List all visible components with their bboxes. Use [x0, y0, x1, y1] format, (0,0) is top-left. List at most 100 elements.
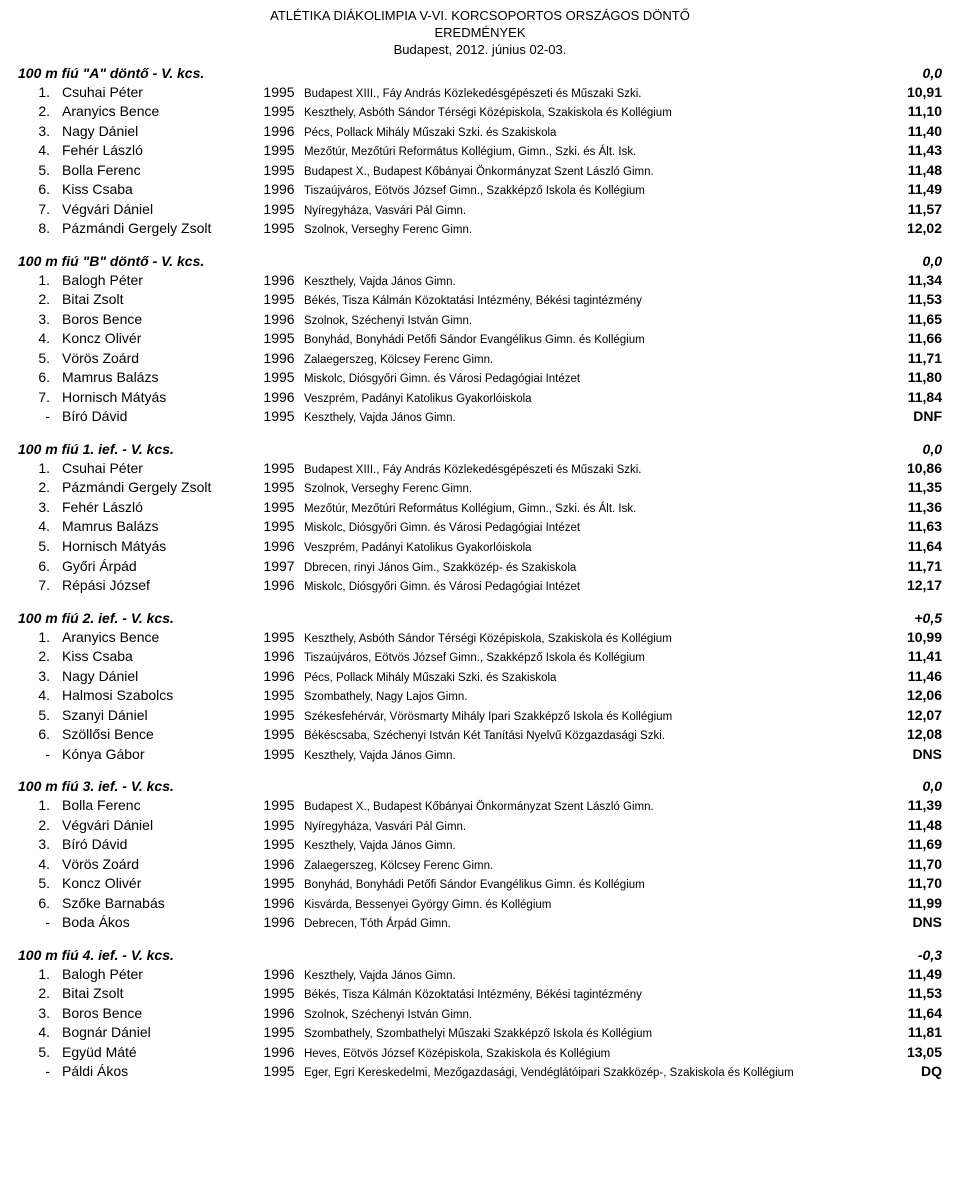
- year-cell: 1996: [254, 576, 304, 595]
- result-row: 7.Végvári Dániel1995Nyíregyháza, Vasvári…: [18, 200, 942, 220]
- result-row: 6.Szöllősi Bence1995Békéscsaba, Szécheny…: [18, 725, 942, 745]
- section-title: 100 m fiú 1. ief. - V. kcs.: [18, 441, 174, 457]
- header-line-1: ATLÉTIKA DIÁKOLIMPIA V-VI. KORCSOPORTOS …: [18, 8, 942, 25]
- result-section: 100 m fiú 1. ief. - V. kcs. 0,0 1.Csuhai P…: [18, 441, 942, 596]
- year-cell: 1996: [254, 537, 304, 556]
- result-row: 5.Koncz Olivér1995Bonyhád, Bonyhádi Pető…: [18, 874, 942, 894]
- result-cell: 11,10: [882, 102, 942, 121]
- sections-container: 100 m fiú "A" döntő - V. kcs.0,0 1.Csuhai…: [18, 65, 942, 1082]
- result-row: 7.Hornisch Mátyás1996Veszprém, Padányi K…: [18, 388, 942, 408]
- year-cell: 1995: [254, 329, 304, 348]
- result-cell: 11,70: [882, 855, 942, 874]
- place-cell: 5.: [18, 706, 54, 725]
- school-cell: Nyíregyháza, Vasvári Pál Gimn.: [304, 820, 882, 836]
- school-cell: Szolnok, Verseghy Ferenc Gimn.: [304, 223, 882, 239]
- place-cell: 3.: [18, 310, 54, 329]
- school-cell: Szombathely, Szombathelyi Műszaki Szakké…: [304, 1027, 882, 1043]
- section-title-row: 100 m fiú 4. ief. - V. kcs.-0,3: [18, 947, 942, 963]
- place-cell: 1.: [18, 459, 54, 478]
- section-wind: 0,0: [923, 778, 942, 794]
- place-cell: 6.: [18, 180, 54, 199]
- section-title-row: 100 m fiú "A" döntő - V. kcs.0,0: [18, 65, 942, 81]
- result-cell: 12,06: [882, 686, 942, 705]
- section-wind: +0,5: [914, 610, 942, 626]
- name-cell: Fehér László: [54, 141, 254, 160]
- result-row: -Kónya Gábor1995Keszthely, Vajda János G…: [18, 745, 942, 765]
- place-cell: -: [18, 407, 54, 426]
- year-cell: 1995: [254, 706, 304, 725]
- name-cell: Együd Máté: [54, 1043, 254, 1062]
- year-cell: 1996: [254, 271, 304, 290]
- school-cell: Budapest XIII., Fáy András Közlekedésgép…: [304, 87, 882, 103]
- place-cell: 2.: [18, 984, 54, 1003]
- year-cell: 1995: [254, 1023, 304, 1042]
- year-cell: 1995: [254, 796, 304, 815]
- place-cell: -: [18, 1062, 54, 1081]
- school-cell: Szolnok, Széchenyi István Gimn.: [304, 1008, 882, 1024]
- section-wind: 0,0: [923, 441, 942, 457]
- year-cell: 1996: [254, 913, 304, 932]
- result-row: 2.Kiss Csaba1996Tiszaújváros, Eötvös Józ…: [18, 647, 942, 667]
- result-cell: 11,66: [882, 329, 942, 348]
- result-row: 6.Szőke Barnabás1996Kisvárda, Bessenyei …: [18, 894, 942, 914]
- place-cell: 3.: [18, 835, 54, 854]
- school-cell: Mezőtúr, Mezőtúri Református Kollégium, …: [304, 145, 882, 161]
- result-cell: 11,69: [882, 835, 942, 854]
- result-row: 2.Bitai Zsolt1995Békés, Tisza Kálmán Köz…: [18, 290, 942, 310]
- result-cell: 10,91: [882, 83, 942, 102]
- year-cell: 1995: [254, 745, 304, 764]
- place-cell: 4.: [18, 141, 54, 160]
- name-cell: Nagy Dániel: [54, 122, 254, 141]
- year-cell: 1995: [254, 874, 304, 893]
- place-cell: 7.: [18, 200, 54, 219]
- result-row: 4.Fehér László1995Mezőtúr, Mezőtúri Refo…: [18, 141, 942, 161]
- school-cell: Miskolc, Diósgyőri Gimn. és Városi Pedag…: [304, 580, 882, 596]
- school-cell: Keszthely, Asbóth Sándor Térségi Középis…: [304, 106, 882, 122]
- result-row: -Boda Ákos1996Debrecen, Tóth Árpád Gimn.…: [18, 913, 942, 933]
- school-cell: Miskolc, Diósgyőri Gimn. és Városi Pedag…: [304, 521, 882, 537]
- place-cell: 5.: [18, 349, 54, 368]
- name-cell: Boros Bence: [54, 1004, 254, 1023]
- result-cell: 11,99: [882, 894, 942, 913]
- name-cell: Mamrus Balázs: [54, 368, 254, 387]
- year-cell: 1995: [254, 686, 304, 705]
- year-cell: 1995: [254, 219, 304, 238]
- name-cell: Végvári Dániel: [54, 816, 254, 835]
- result-cell: 11,48: [882, 161, 942, 180]
- result-row: 3.Boros Bence1996Szolnok, Széchenyi Istv…: [18, 310, 942, 330]
- year-cell: 1995: [254, 984, 304, 1003]
- school-cell: Keszthely, Vajda János Gimn.: [304, 411, 882, 427]
- place-cell: 2.: [18, 647, 54, 666]
- place-cell: 3.: [18, 667, 54, 686]
- result-row: 4.Halmosi Szabolcs1995Szombathely, Nagy …: [18, 686, 942, 706]
- name-cell: Kónya Gábor: [54, 745, 254, 764]
- result-cell: 12,17: [882, 576, 942, 595]
- place-cell: 6.: [18, 557, 54, 576]
- year-cell: 1995: [254, 459, 304, 478]
- school-cell: Dbrecen, rinyi János Gim., Szakközép- és…: [304, 561, 882, 577]
- result-row: 6.Győri Árpád1997Dbrecen, rinyi János Gi…: [18, 557, 942, 577]
- result-row: 6.Mamrus Balázs1995Miskolc, Diósgyőri Gi…: [18, 368, 942, 388]
- result-cell: 11,34: [882, 271, 942, 290]
- place-cell: 1.: [18, 965, 54, 984]
- result-section: 100 m fiú "A" döntő - V. kcs.0,01.Csuhai…: [18, 65, 942, 239]
- place-cell: 2.: [18, 816, 54, 835]
- name-cell: Mamrus Balázs: [54, 517, 254, 536]
- result-cell: 11,70: [882, 874, 942, 893]
- result-row: 1.Balogh Péter1996Keszthely, Vajda János…: [18, 965, 942, 985]
- name-cell: Kiss Csaba: [54, 180, 254, 199]
- school-cell: Tiszaújváros, Eötvös József Gimn., Szakk…: [304, 651, 882, 667]
- place-cell: 5.: [18, 1043, 54, 1062]
- name-cell: Pázmándi Gergely Zsolt: [54, 478, 254, 497]
- result-row: 1.Csuhai Péter1995Budapest XIII., Fáy An…: [18, 459, 942, 479]
- section-title: 100 m fiú 3. ief. - V. kcs.: [18, 778, 174, 794]
- result-row: 4.Koncz Olivér1995Bonyhád, Bonyhádi Pető…: [18, 329, 942, 349]
- school-cell: Békéscsaba, Széchenyi István Két Tanítás…: [304, 729, 882, 745]
- year-cell: 1995: [254, 478, 304, 497]
- result-section: 100 m fiú 4. ief. - V. kcs.-0,3 1.Balogh …: [18, 947, 942, 1082]
- year-cell: 1996: [254, 965, 304, 984]
- result-cell: 11,35: [882, 478, 942, 497]
- name-cell: Győri Árpád: [54, 557, 254, 576]
- name-cell: Hornisch Mátyás: [54, 537, 254, 556]
- name-cell: Végvári Dániel: [54, 200, 254, 219]
